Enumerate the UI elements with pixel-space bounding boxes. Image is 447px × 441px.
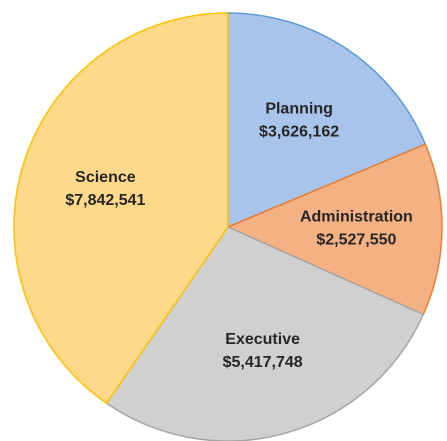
pie-slice	[13, 12, 229, 405]
slice-label: Science	[75, 169, 136, 186]
slice-label: Administration	[300, 209, 413, 226]
slice-value: $5,417,748	[223, 354, 303, 371]
slice-value: $7,842,541	[65, 192, 145, 209]
slice-label: Planning	[265, 100, 333, 117]
pie-slice	[227, 12, 427, 229]
pie-slice	[105, 226, 425, 441]
pie-slice	[226, 143, 443, 316]
slice-value: $2,527,550	[316, 232, 396, 249]
slice-value: $3,626,162	[259, 123, 339, 140]
slice-label: Executive	[225, 331, 300, 348]
